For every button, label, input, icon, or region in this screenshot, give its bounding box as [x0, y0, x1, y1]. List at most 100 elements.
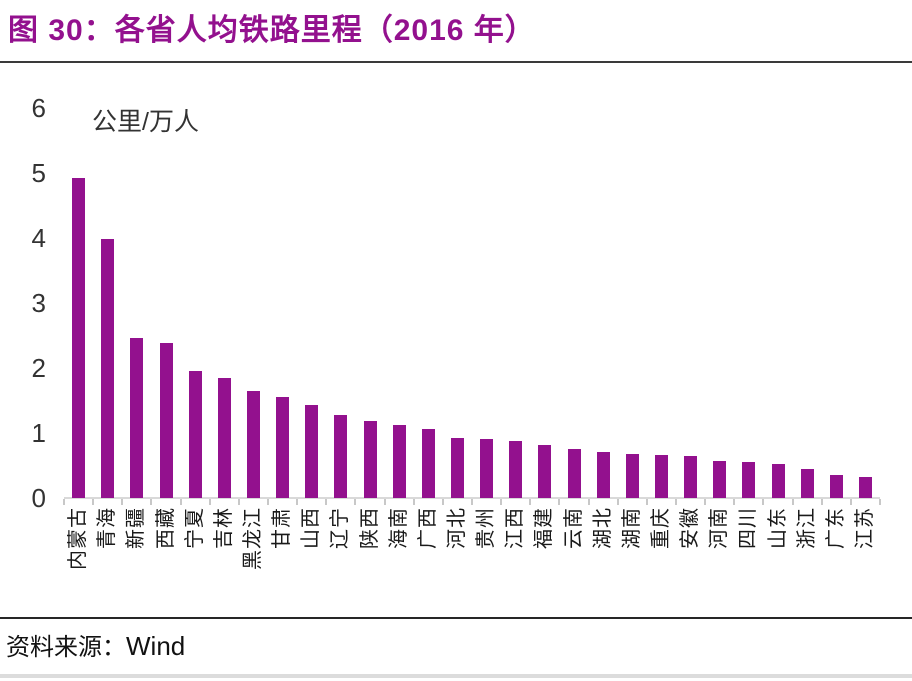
x-tick-label-text: 吉林	[212, 507, 235, 549]
y-tick-label: 4	[31, 223, 46, 253]
y-tick-label: 0	[31, 483, 46, 513]
x-axis-tick	[441, 499, 444, 505]
x-axis-tick	[150, 499, 153, 505]
x-tick-label-text: 陕西	[358, 507, 381, 549]
x-tick-label-text: 浙江	[795, 507, 818, 549]
source-value: Wind	[126, 631, 186, 661]
x-axis-tick	[412, 499, 415, 505]
x-axis-tick	[849, 499, 852, 505]
x-axis-tick	[587, 499, 590, 505]
bar	[509, 441, 523, 498]
bar	[742, 461, 756, 498]
bar	[72, 177, 86, 498]
source-divider	[0, 617, 912, 619]
y-axis-unit-label: 公里/万人	[92, 108, 199, 136]
x-tick-label-text: 广西	[416, 507, 439, 549]
x-axis-tick	[704, 499, 707, 505]
x-tick-label-text: 黑龙江	[241, 507, 264, 570]
bar	[480, 438, 494, 498]
x-axis-tick	[500, 499, 503, 505]
x-tick-label-text: 宁夏	[183, 507, 206, 549]
x-tick-label-text: 江西	[504, 507, 527, 549]
bar	[654, 455, 668, 498]
x-axis-tick	[383, 499, 386, 505]
x-tick-label-text: 内蒙古	[67, 507, 90, 570]
y-tick-label: 5	[31, 158, 46, 188]
x-axis-tick	[820, 499, 823, 505]
bar	[771, 463, 785, 498]
bar	[713, 460, 727, 498]
x-tick-label-text: 山西	[300, 507, 323, 549]
title-divider	[0, 61, 912, 63]
x-axis-tick	[208, 499, 211, 505]
bar	[217, 377, 231, 498]
bar	[276, 396, 290, 498]
x-tick-label-text: 江苏	[853, 507, 876, 549]
bar	[829, 475, 843, 498]
x-tick-label-text: 贵州	[475, 507, 498, 549]
bar	[188, 370, 202, 498]
y-tick-label: 3	[31, 288, 46, 318]
bar	[858, 476, 872, 498]
x-axis-tick	[675, 499, 677, 505]
x-axis-tick	[237, 499, 240, 505]
figure-title: 图 30：各省人均铁路里程（2016 年）	[8, 14, 536, 47]
x-axis-tick	[92, 499, 95, 505]
x-tick-label-text: 安徽	[679, 507, 702, 549]
x-tick-label-text: 湖北	[591, 507, 614, 549]
x-axis-tick	[471, 499, 473, 505]
bar	[305, 405, 319, 498]
bar	[800, 468, 814, 498]
bar	[538, 444, 552, 498]
bar	[596, 451, 610, 498]
source-label: 资料来源：	[6, 635, 126, 661]
x-tick-label-text: 河北	[445, 507, 468, 549]
x-tick-label-text: 新疆	[125, 507, 148, 549]
bar	[450, 438, 464, 498]
x-axis-tick	[63, 499, 65, 505]
x-axis-tick	[267, 499, 269, 505]
x-axis-tick	[179, 499, 182, 505]
x-axis-tick	[121, 499, 124, 505]
x-tick-label-text: 云南	[562, 507, 585, 549]
x-axis-tick	[558, 499, 561, 505]
bar	[567, 448, 581, 498]
source-row: 资料来源：Wind	[6, 627, 185, 662]
bar	[363, 420, 377, 498]
x-tick-label-text: 西藏	[154, 507, 177, 549]
x-axis-tick	[325, 499, 328, 505]
y-tick-label: 6	[31, 93, 46, 123]
x-axis-tick	[762, 499, 765, 505]
x-tick-label-text: 河南	[708, 507, 731, 549]
x-axis-tick	[791, 499, 794, 505]
bar	[392, 425, 406, 498]
bar	[684, 455, 698, 498]
x-axis-tick	[354, 499, 357, 505]
bottom-divider	[0, 674, 912, 678]
x-tick-label-text: 湖南	[620, 507, 643, 549]
x-axis-tick	[879, 499, 881, 505]
bar	[101, 238, 115, 498]
x-tick-label-text: 辽宁	[329, 507, 352, 549]
bar	[625, 454, 639, 498]
bar	[246, 391, 260, 498]
x-tick-label-text: 海南	[387, 507, 410, 549]
x-tick-label-text: 山东	[766, 507, 789, 549]
x-tick-label-text: 重庆	[649, 507, 672, 549]
bar	[421, 429, 435, 498]
x-axis-tick	[616, 499, 619, 505]
x-axis-tick	[296, 499, 299, 505]
bar	[130, 338, 144, 498]
x-tick-label-text: 甘肃	[271, 507, 294, 549]
x-axis-tick	[733, 499, 736, 505]
y-tick-label: 2	[31, 353, 46, 383]
x-axis-tick	[529, 499, 532, 505]
y-tick-label: 1	[31, 418, 46, 448]
x-tick-label-text: 福建	[533, 507, 556, 549]
x-axis-tick	[645, 499, 648, 505]
x-axis-line	[64, 497, 880, 499]
bar	[334, 415, 348, 498]
x-tick-label-text: 广东	[824, 507, 847, 549]
x-tick-label-text: 四川	[737, 507, 760, 549]
